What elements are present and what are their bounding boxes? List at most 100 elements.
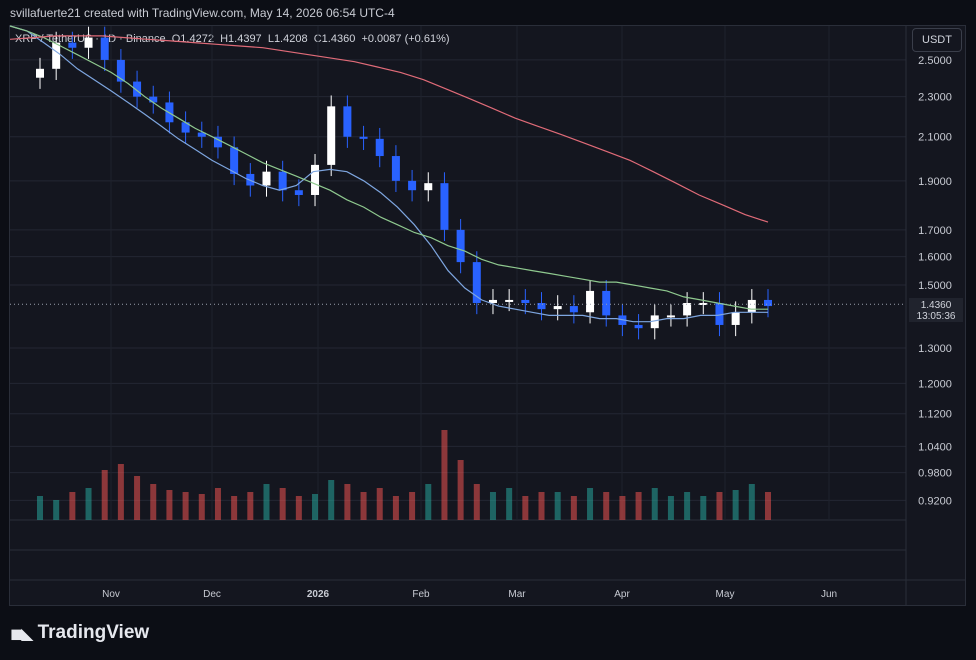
y-tick-label: 2.3000 — [918, 92, 952, 104]
volume-bar — [231, 496, 238, 520]
candle-up — [731, 312, 740, 325]
candle-down — [408, 180, 417, 191]
ma-mid-line — [9, 25, 768, 310]
volume-bar — [473, 484, 480, 520]
candle-up — [311, 164, 320, 195]
volume-bar — [441, 430, 448, 520]
volume-bar — [344, 484, 351, 520]
countdown-value: 13:05:36 — [916, 311, 956, 322]
y-tick-label: 1.5000 — [918, 280, 952, 292]
change-value: +0.0087 (+0.61%) — [361, 33, 450, 45]
low-label: L — [267, 33, 274, 45]
volume-bar — [328, 480, 335, 520]
volume-bar — [700, 496, 707, 520]
volume-bar — [69, 492, 76, 520]
volume-bar — [150, 484, 157, 520]
candle-down — [456, 229, 465, 263]
y-tick-label: 2.5000 — [918, 55, 952, 67]
open-label: O — [171, 33, 181, 45]
candle-down — [634, 324, 643, 329]
candle-up — [327, 106, 336, 165]
volume-bar — [603, 492, 610, 520]
volume-bar — [214, 488, 221, 520]
high-value: 1.4397 — [228, 33, 262, 45]
tradingview-brand[interactable]: ◼◣ TradingView — [10, 622, 149, 644]
volume-bar — [392, 496, 399, 520]
volume-bar — [522, 496, 529, 520]
y-tick-label: 1.6000 — [918, 252, 952, 264]
candle-down — [100, 37, 109, 60]
candle-up — [36, 68, 44, 78]
volume-bar — [684, 492, 691, 520]
y-tick-label: 1.2000 — [918, 378, 952, 390]
volume-bar — [538, 492, 545, 520]
x-tick-label: 2026 — [307, 589, 330, 600]
x-tick-label: Feb — [412, 589, 430, 600]
volume-bar — [166, 490, 173, 520]
volume-bar — [134, 476, 141, 520]
tradingview-logo-icon: ◼◣ — [10, 623, 34, 643]
candle-down — [537, 302, 546, 310]
candle-down — [375, 138, 384, 157]
candle-down — [764, 299, 772, 307]
y-tick-label: 0.9800 — [918, 468, 952, 480]
volume-bar — [651, 488, 658, 520]
candle-down — [230, 147, 239, 174]
x-tick-label: Mar — [508, 589, 526, 600]
candle-up — [424, 183, 433, 191]
volume-bar — [101, 470, 108, 520]
candle-up — [699, 302, 708, 305]
candle-down — [472, 262, 481, 303]
candle-up — [747, 299, 756, 313]
y-tick-label: 2.1000 — [918, 132, 952, 144]
volume-bar — [53, 500, 60, 520]
candle-up — [650, 315, 659, 329]
candle-down — [602, 290, 611, 316]
volume-bar — [619, 496, 626, 520]
candle-up — [262, 171, 271, 186]
volume-bar — [198, 494, 205, 520]
close-value: 1.4360 — [321, 33, 356, 45]
candle-down — [116, 59, 125, 82]
candle-down — [343, 106, 352, 137]
last-price-value: 1.4360 — [920, 300, 952, 311]
candle-down — [521, 299, 530, 303]
volume-bar — [37, 496, 43, 520]
candle-up — [553, 306, 562, 310]
y-tick-label: 1.9000 — [918, 176, 952, 188]
y-tick-label: 1.3000 — [918, 343, 952, 355]
candle-up — [84, 37, 93, 48]
chart-credit: svillafuerte21 created with TradingView.… — [10, 6, 395, 20]
y-tick-label: 1.1200 — [918, 409, 952, 421]
volume-bar — [295, 496, 302, 520]
candle-up — [505, 299, 514, 302]
volume-bar — [635, 492, 642, 520]
candle-up — [683, 302, 692, 316]
volume-bar — [263, 484, 270, 520]
volume-bar — [506, 488, 513, 520]
y-tick-label: 0.9200 — [918, 495, 952, 507]
currency-button[interactable]: USDT — [912, 28, 962, 52]
candle-down — [133, 81, 142, 97]
volume-bar — [732, 490, 739, 520]
candle-down — [359, 136, 368, 139]
volume-bar — [554, 492, 561, 520]
volume-bar — [425, 484, 432, 520]
candle-down — [197, 132, 206, 137]
ma-long-line — [9, 35, 769, 223]
candle-down — [149, 96, 158, 103]
candle-down — [440, 183, 449, 230]
candle-down — [68, 42, 77, 48]
candle-down — [181, 122, 190, 133]
volume-bar — [409, 492, 416, 520]
ma-short-line — [9, 25, 768, 323]
last-price-label: 1.4360 13:05:36 — [909, 298, 963, 322]
volume-bar — [312, 494, 319, 520]
low-value: 1.4208 — [273, 33, 308, 45]
candle-down — [278, 171, 287, 191]
volume-bar — [279, 488, 286, 520]
volume-bar — [457, 460, 464, 520]
y-tick-label: 1.0400 — [918, 441, 952, 453]
candle-down — [294, 190, 303, 195]
